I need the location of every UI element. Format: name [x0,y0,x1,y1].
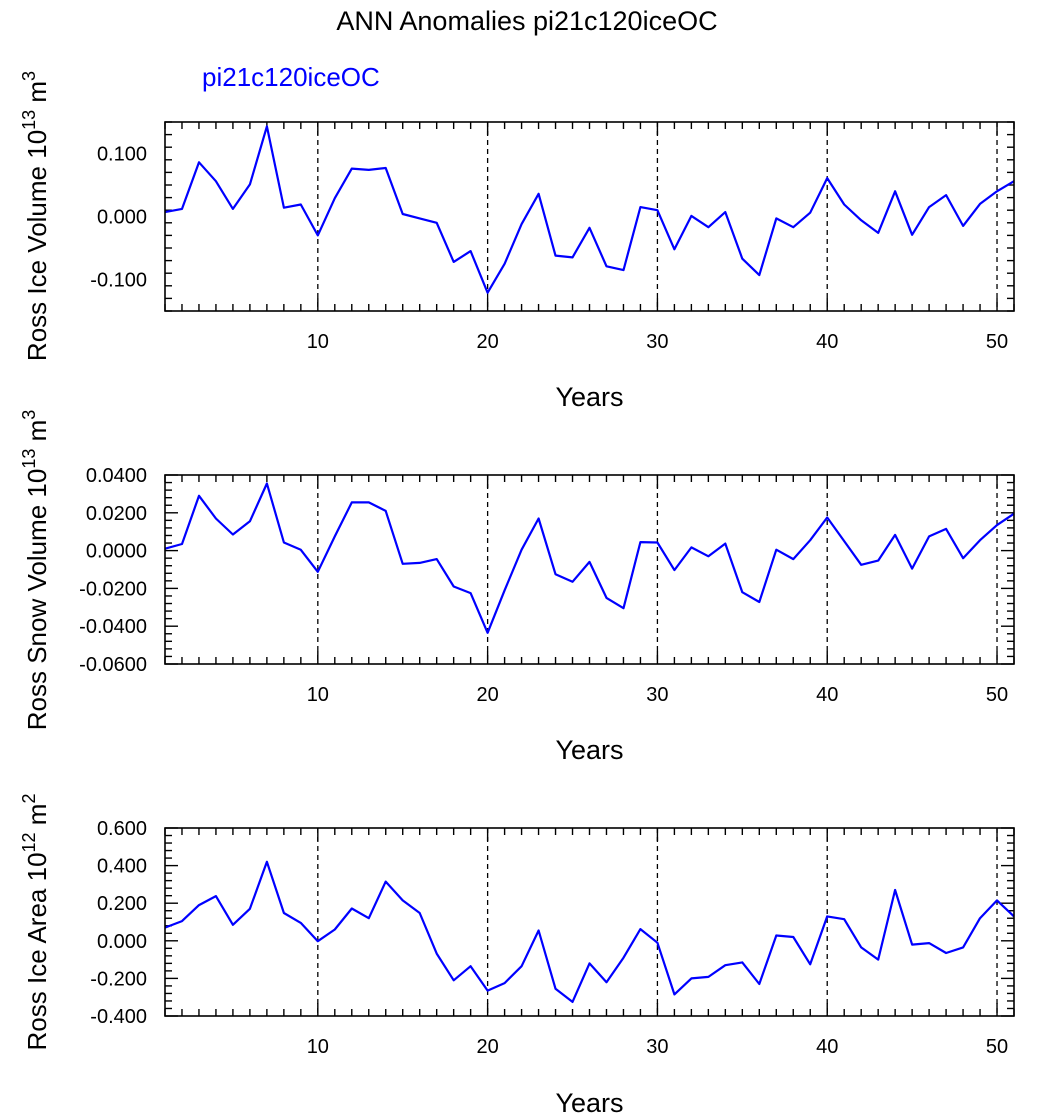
y-tick-label: -0.100 [90,270,147,292]
y-tick-label: 0.600 [97,818,147,840]
y-axis-label-unit: m [22,420,52,449]
x-tick-label: 30 [646,331,668,353]
chart-panel-1: -0.100 0.000 0.100 10 20 30 40 50 Years Ross Ice … [19,71,1015,412]
y-axis-label-exponent: 12 [19,832,39,852]
x-tick-label: 20 [476,684,498,706]
y-tick-label: -0.0400 [79,616,147,638]
x-tick-label: 30 [646,1036,668,1058]
panels: -0.100 0.000 0.100 10 20 30 40 50 Years Ross Ice … [19,71,1015,1117]
y-axis-label: Ross Snow Volume 1013 m3 [19,410,52,731]
x-tick-label: 10 [307,684,329,706]
x-tick-label: 10 [307,1036,329,1058]
y-tick-label: -0.0200 [79,578,147,600]
x-axis-label: Years [555,382,623,412]
y-axis-label-unit-exponent: 3 [19,410,39,420]
series-line [164,860,1015,1004]
x-axis-label: Years [555,1088,623,1117]
y-tick-label: -0.200 [90,968,147,990]
y-tick-label: 0.0000 [86,541,147,563]
legend-label: pi21c120iceOC [202,62,380,92]
y-axis-label-text: Ross Snow Volume 10 [22,469,52,731]
y-tick-label: 0.400 [97,856,147,878]
y-axis-label-unit: m [22,81,52,110]
y-tick-label: 0.0200 [86,503,147,525]
y-axis-label-unit: m [22,804,52,833]
y-tick-label: 0.000 [97,931,147,953]
x-tick-label: 20 [476,1036,498,1058]
y-axis-label-text: Ross Ice Volume 10 [22,130,52,361]
y-tick-label: 0.0400 [86,465,147,487]
y-axis-label: Ross Ice Volume 1013 m3 [19,71,52,361]
x-tick-label: 50 [986,331,1008,353]
y-tick-label: 0.200 [97,893,147,915]
x-tick-label: 20 [476,331,498,353]
x-tick-label: 40 [816,684,838,706]
y-axis-label-exponent: 13 [19,449,39,469]
chart-panel-2: -0.0600 -0.0400 -0.0200 0.0000 0.0200 0.0400 1… [19,410,1015,765]
series-line [164,482,1015,634]
x-tick-label: 40 [816,1036,838,1058]
series-line [164,125,1015,294]
y-tick-label: 0.100 [97,144,147,166]
y-axis-label-unit-exponent: 2 [19,794,39,804]
y-tick-label: 0.000 [97,207,147,229]
x-tick-label: 40 [816,331,838,353]
plot-frame [164,121,1015,312]
x-tick-label: 50 [986,684,1008,706]
y-tick-label: -0.400 [90,1006,147,1028]
plot-frame [164,827,1015,1017]
plot-frame [164,474,1015,665]
x-tick-label: 30 [646,684,668,706]
x-axis-label: Years [555,735,623,765]
figure-title: ANN Anomalies pi21c120iceOC [336,6,717,36]
x-tick-label: 50 [986,1036,1008,1058]
y-axis-label-exponent: 13 [19,110,39,130]
y-axis-label: Ross Ice Area 1012 m2 [19,794,52,1051]
y-axis-label-text: Ross Ice Area 10 [22,852,52,1050]
x-tick-label: 10 [307,331,329,353]
chart-panel-3: -0.400 -0.200 0.000 0.200 0.400 0.600 10 20 30 40… [19,794,1015,1117]
y-tick-label: -0.0600 [79,654,147,676]
y-axis-label-unit-exponent: 3 [19,71,39,81]
